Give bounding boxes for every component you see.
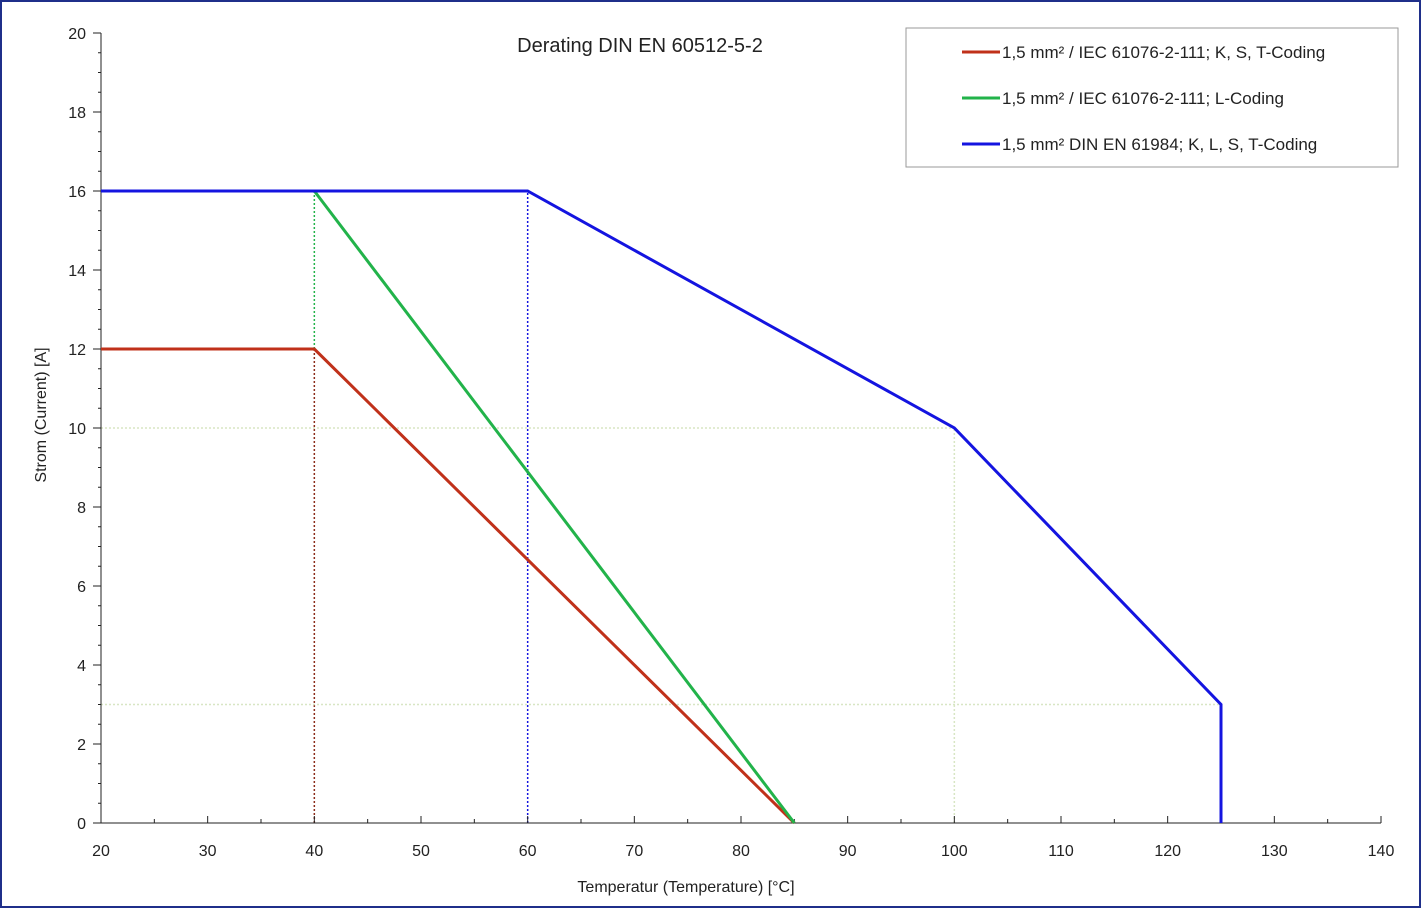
x-tick-label: 70 (625, 843, 643, 860)
reference-lines (101, 191, 1221, 823)
y-tick-label: 14 (68, 263, 86, 280)
legend-entry-3: 1,5 mm² DIN EN 61984; K, L, S, T-Coding (1002, 135, 1317, 154)
x-tick-label: 120 (1154, 843, 1181, 860)
x-tick-label: 80 (732, 843, 750, 860)
x-tick-label: 20 (92, 843, 110, 860)
legend-entry-2: 1,5 mm² / IEC 61076-2-111; L-Coding (1002, 89, 1284, 108)
chart-title: Derating DIN EN 60512-5-2 (517, 35, 763, 57)
series-line-1 (101, 347, 796, 825)
x-tick-label: 50 (412, 843, 430, 860)
y-tick-label: 0 (77, 816, 86, 833)
axes: 0 2 4 6 8 10 12 14 16 18 20 20 30 40 50 60 70 80 90 100 110 1… (68, 26, 1394, 860)
x-tick-label: 40 (305, 843, 323, 860)
legend: 1,5 mm² / IEC 61076-2-111; K, S, T-Codin… (905, 27, 1399, 168)
y-tick-label: 20 (68, 26, 86, 43)
y-tick-label: 2 (77, 737, 86, 754)
x-tick-label: 60 (519, 843, 537, 860)
legend-entry-1: 1,5 mm² / IEC 61076-2-111; K, S, T-Codin… (1002, 43, 1325, 62)
series-line-3 (101, 189, 1223, 823)
x-tick-label: 100 (941, 843, 968, 860)
y-tick-label: 8 (77, 500, 86, 517)
x-tick-label: 110 (1048, 843, 1074, 860)
y-tick-label: 18 (68, 105, 86, 122)
x-tick-label: 140 (1368, 843, 1395, 860)
x-axis-title: Temperatur (Temperature) [°C] (577, 879, 794, 896)
y-tick-label: 4 (77, 658, 86, 675)
y-tick-label: 10 (68, 421, 86, 438)
series-line-2 (313, 190, 796, 824)
x-tick-label: 90 (839, 843, 857, 860)
x-tick-label: 30 (199, 843, 217, 860)
y-axis-title: Strom (Current) [A] (33, 347, 50, 482)
x-tick-label: 130 (1261, 843, 1288, 860)
y-tick-label: 16 (68, 184, 86, 201)
y-tick-label: 6 (77, 579, 86, 596)
series-group (101, 189, 1223, 825)
y-tick-label: 12 (68, 342, 86, 359)
